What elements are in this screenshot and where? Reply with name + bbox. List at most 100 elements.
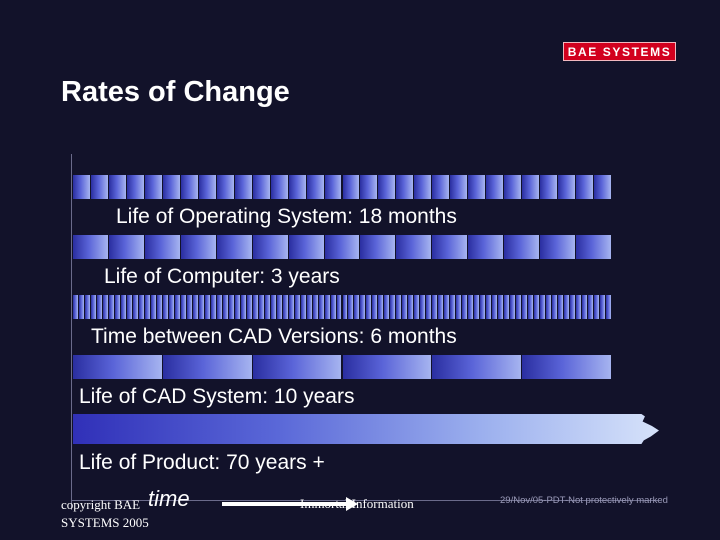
timeline-segment	[270, 175, 288, 199]
timeline-segment	[198, 175, 216, 199]
timeline-segment	[73, 175, 90, 199]
timeline-segment	[192, 295, 198, 319]
timeline-segment	[576, 235, 611, 259]
timeline-segment	[540, 175, 558, 199]
timeline-segment	[378, 295, 384, 319]
timeline-segment	[180, 295, 186, 319]
timeline-segment	[534, 295, 540, 319]
timeline-segment	[150, 295, 156, 319]
timeline-segment	[576, 175, 594, 199]
timeline-segment	[168, 295, 174, 319]
timeline-segment	[73, 295, 78, 319]
timeline-segment	[360, 295, 366, 319]
timeline-segment	[198, 295, 204, 319]
timeline-bar-operating-system	[73, 175, 612, 199]
timeline-segment	[468, 235, 504, 259]
timeline-segment	[594, 295, 600, 319]
timeline-segment	[216, 295, 222, 319]
timeline-segment	[606, 295, 611, 319]
timeline-segment	[102, 295, 108, 319]
timeline-segment	[396, 235, 432, 259]
timeline-bar-cad-versions	[73, 295, 612, 319]
timeline-segment	[246, 295, 252, 319]
timeline-segment	[480, 295, 486, 319]
timeline-segment	[252, 235, 288, 259]
time-axis-label: time	[148, 486, 190, 511]
timeline-segment	[234, 295, 240, 319]
timeline-segment	[522, 295, 528, 319]
timeline-segment	[126, 175, 144, 199]
timeline-segment	[312, 295, 318, 319]
timeline-segment	[162, 175, 180, 199]
timeline-segment	[78, 295, 84, 319]
timeline-segment	[426, 295, 432, 319]
timeline-segment	[276, 295, 282, 319]
protective-marking-text: 29/Nov/05-PDT-Not protectively marked	[500, 495, 668, 506]
timeline-segment	[270, 295, 276, 319]
timeline-segment	[348, 295, 354, 319]
timeline-segment	[444, 295, 450, 319]
timeline-segment	[162, 295, 168, 319]
footer-info-text: Immortal Information	[300, 496, 414, 511]
timeline-segment	[498, 295, 504, 319]
timeline-segment	[144, 295, 150, 319]
timeline-segment	[522, 175, 540, 199]
timeline-segment	[234, 175, 252, 199]
timeline-bar-product	[73, 414, 659, 444]
slide-title: Rates of Change	[61, 76, 290, 108]
timeline-segment	[546, 295, 552, 319]
timeline-segment	[180, 175, 198, 199]
timeline-segment	[324, 295, 330, 319]
timeline-segment	[120, 295, 126, 319]
timeline-segment	[228, 295, 234, 319]
timeline-segment	[564, 295, 570, 319]
timeline-segment	[156, 295, 162, 319]
timeline-segment	[582, 295, 588, 319]
timeline-segment	[138, 295, 144, 319]
timeline-bar-computer	[73, 235, 612, 259]
timeline-segment	[366, 295, 372, 319]
timeline-segment	[360, 235, 396, 259]
timeline-segment	[258, 295, 264, 319]
timeline-segment	[540, 235, 576, 259]
timeline-segment	[420, 295, 426, 319]
timeline-segment	[468, 295, 474, 319]
timeline-segment	[396, 175, 414, 199]
timeline-segment	[462, 295, 468, 319]
timeline-label-cad-versions: Time between CAD Versions: 6 months	[91, 325, 457, 348]
timeline-segment	[330, 295, 336, 319]
timeline-segment	[396, 295, 402, 319]
timeline-segment	[108, 235, 144, 259]
timeline-segment	[306, 295, 312, 319]
vertical-axis-line	[71, 154, 72, 510]
timeline-segment	[288, 235, 324, 259]
timeline-segment	[408, 295, 414, 319]
timeline-segment	[162, 355, 252, 379]
timeline-segment	[73, 235, 108, 259]
timeline-segment	[492, 295, 498, 319]
timeline-segment	[144, 175, 162, 199]
timeline-segment	[540, 295, 546, 319]
timeline-segment	[360, 175, 378, 199]
timeline-segment	[504, 175, 522, 199]
timeline-segment	[576, 295, 582, 319]
timeline-segment	[216, 235, 252, 259]
timeline-segment	[180, 235, 216, 259]
timeline-segment	[318, 295, 324, 319]
timeline-segment	[210, 295, 216, 319]
timeline-segment	[474, 295, 480, 319]
timeline-segment	[174, 295, 180, 319]
timeline-segment	[204, 295, 210, 319]
timeline-segment	[288, 175, 306, 199]
timeline-segment	[186, 295, 192, 319]
timeline-segment	[528, 295, 534, 319]
timeline-segment	[126, 295, 132, 319]
timeline-segment	[84, 295, 90, 319]
time-arrow-shaft	[222, 502, 346, 506]
timeline-segment	[264, 295, 270, 319]
timeline-segment	[504, 295, 510, 319]
timeline-segment	[354, 295, 360, 319]
timeline-segment	[378, 175, 396, 199]
timeline-segment	[252, 355, 342, 379]
timeline-segment	[324, 175, 342, 199]
